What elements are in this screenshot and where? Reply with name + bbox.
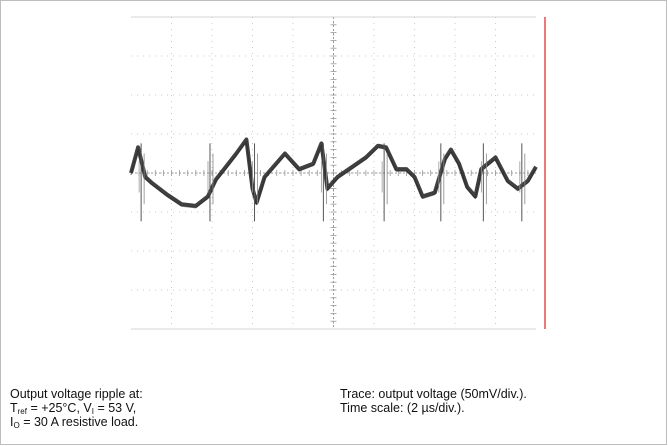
caption-conditions: Output voltage ripple at: Tref = +25°C, … — [10, 387, 143, 430]
plot-grid — [131, 16, 536, 330]
caption-line-1: Output voltage ripple at: — [10, 387, 143, 401]
caption-timescale: Time scale: (2 µs/div.). — [340, 401, 465, 415]
caption-line-3: IO = 30 A resistive load. — [10, 415, 143, 430]
caption-trace-info: Trace: output voltage (50mV/div.). Time … — [340, 387, 527, 415]
trace-line — [129, 137, 538, 208]
caption-t-rest: = +25°C, V — [26, 401, 92, 415]
caption-trace: Trace: output voltage (50mV/div.). — [340, 387, 527, 401]
caption-t-sub: ref — [17, 407, 27, 416]
trace-noise-band — [130, 140, 537, 209]
ripple-trace — [129, 137, 538, 222]
caption-i: I — [10, 415, 14, 429]
caption-v-rest: = 53 V, — [93, 401, 137, 415]
caption-v-sub: I — [91, 407, 94, 416]
caption-i-sub: O — [13, 421, 20, 430]
caption-t: T — [10, 401, 18, 415]
caption-line-2: Tref = +25°C, VI = 53 V, — [10, 401, 143, 416]
caption-i-rest: = 30 A resistive load. — [19, 415, 139, 429]
